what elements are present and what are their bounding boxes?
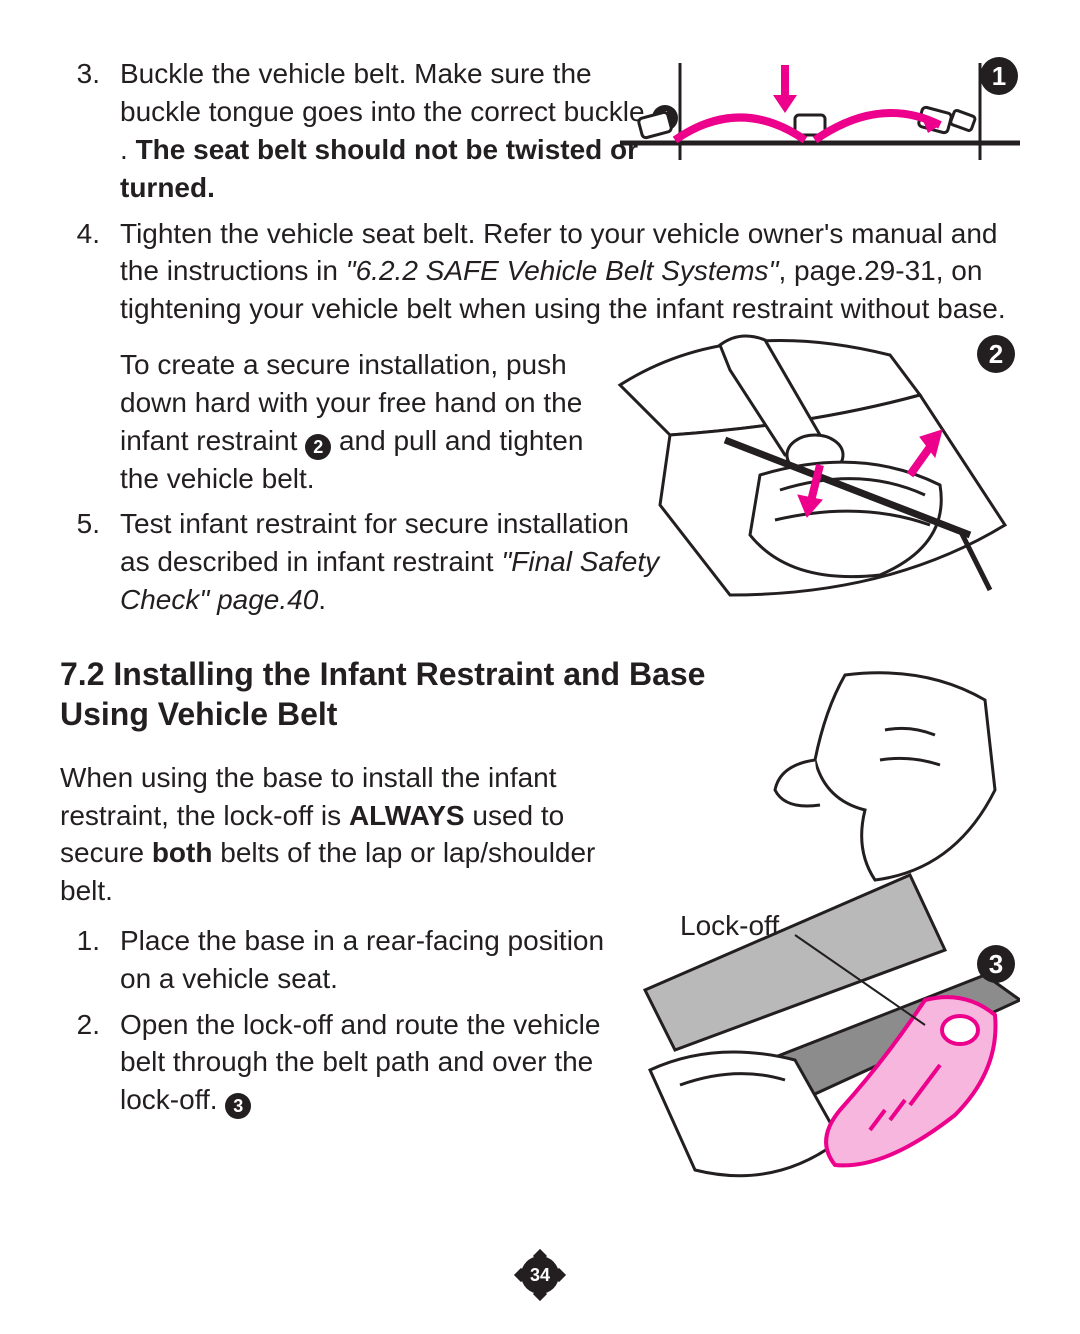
figure-number-3: 3 [977,945,1015,983]
step-number: 2. [60,1006,100,1120]
step-text: Buckle the vehicle belt. Make sure the b… [120,55,680,207]
figure-1: 1 [620,55,1020,175]
figure-number-2: 2 [977,335,1015,373]
figure-2: 2 [610,325,1020,620]
lockoff-label: Lock-off [680,910,779,942]
step-text: Open the lock-off and route the vehicle … [120,1006,630,1120]
step-number: 3. [60,55,100,207]
indent-paragraph: To create a secure installation, push do… [120,346,620,498]
step-number: 4. [60,215,100,328]
ref-icon-2: 2 [305,434,331,460]
ref-icon-3: 3 [225,1093,251,1119]
step-text: Place the base in a rear-facing position… [120,922,630,998]
step-text: Tighten the vehicle seat belt. Refer to … [120,215,1020,328]
page-number-badge: 34 [521,1256,559,1294]
step-text: Test infant restraint for secure install… [120,505,660,618]
step-number: 1. [60,922,100,998]
figure-3: Lock-off 3 [625,670,1020,1200]
figure-number-1: 1 [980,57,1018,95]
step-number: 5. [60,505,100,618]
intro-paragraph: When using the base to install the infan… [60,759,630,910]
step-4: 4. Tighten the vehicle seat belt. Refer … [60,215,1020,328]
